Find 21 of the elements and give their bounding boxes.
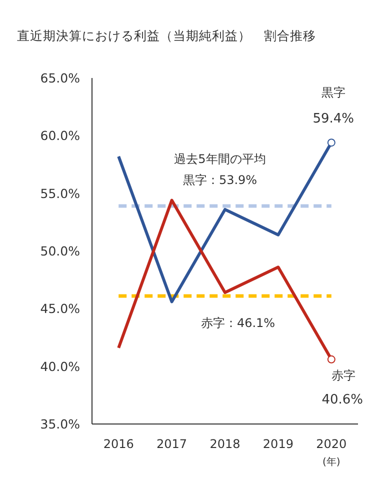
x-tick-label: 2020: [316, 437, 347, 451]
text: 黒字: [321, 86, 346, 100]
y-tick-label: 35.0%: [40, 416, 80, 432]
x-axis-title: (年): [322, 456, 340, 468]
y-tick-label: 65.0%: [40, 70, 80, 86]
annotation: 過去5年間の平均: [174, 152, 266, 166]
y-tick-label: 60.0%: [40, 128, 80, 144]
ref-line-label: 黒字：53.9%: [182, 173, 258, 188]
series-label: 赤字: [331, 368, 356, 382]
y-tick-label: 45.0%: [40, 301, 80, 316]
data-label: 59.4%: [312, 112, 354, 127]
x-tick-label: 2019: [262, 437, 294, 451]
y-tick-label: 40.0%: [40, 358, 80, 374]
y-tick-label: 55.0%: [40, 186, 80, 201]
y-tick-label: 50.0%: [40, 244, 80, 258]
data-label: 40.6%: [322, 392, 364, 408]
chart-title: 直近期決算における利益（当期純利益） 割合推移: [17, 28, 316, 43]
x-tick-label: 2017: [156, 437, 188, 451]
x-tick-label: 2018: [210, 437, 240, 451]
x-tick-label: 2016: [103, 437, 134, 451]
ref-line-label: 赤字：46.1%: [200, 316, 276, 330]
